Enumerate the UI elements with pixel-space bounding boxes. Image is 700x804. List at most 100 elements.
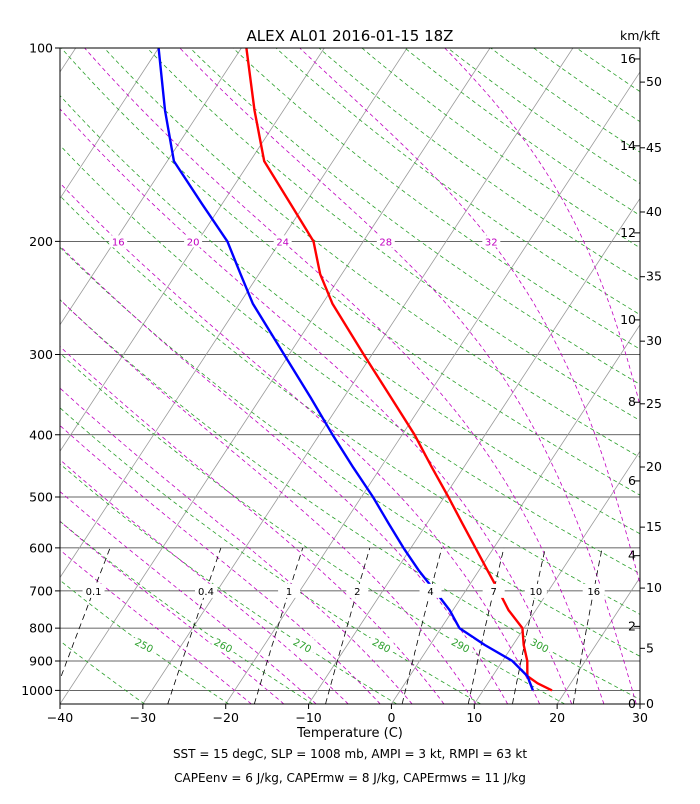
dry-adiabat-line — [146, 48, 640, 421]
x-tick-label: 30 — [632, 710, 648, 725]
sounding-layer — [157, 48, 553, 692]
kft-tick-label: 30 — [646, 333, 662, 348]
kft-tick-label: 40 — [646, 204, 662, 219]
right-axis-label: km/kft — [620, 28, 660, 43]
isotherm-line — [308, 197, 640, 704]
dry-adiabat-label-bg — [132, 638, 157, 653]
pressure-tick-label: 800 — [29, 621, 53, 636]
isotherm-line — [142, 48, 574, 704]
km-tick-label: 12 — [620, 225, 636, 240]
mixing-ratio-label-bg — [346, 583, 369, 598]
dry-adiabat-line — [275, 48, 640, 316]
dry-adiabat-line — [60, 703, 61, 704]
moist-adiabat-line — [299, 48, 640, 587]
dry-adiabat-line — [60, 407, 481, 704]
moist-adiabat-line — [60, 459, 349, 704]
km-tick-label: 4 — [628, 548, 636, 563]
dry-adiabat-line — [232, 48, 640, 350]
moist-adiabat-label-bg — [376, 235, 395, 248]
pressure-tick-label: 400 — [29, 427, 53, 442]
pressure-tick-label: 500 — [29, 490, 53, 505]
isotherm-line — [556, 576, 640, 704]
x-tick-label: −40 — [47, 710, 73, 725]
moist-adiabat-label-bg — [184, 235, 203, 248]
moist-adiabat-line — [60, 108, 573, 704]
mixing-ratio-label: 0.4 — [198, 587, 214, 598]
mixing-ratio-line — [467, 547, 505, 704]
km-tick-label: 2 — [628, 618, 636, 633]
mixing-ratio-label-bg — [82, 583, 105, 598]
kft-tick-label: 15 — [646, 519, 662, 534]
pressure-tick-label: 100 — [29, 41, 53, 56]
moist-adiabat-line — [179, 48, 637, 704]
dry-adiabat-line — [103, 48, 640, 458]
footer-line-1: SST = 15 degC, SLP = 1008 mb, AMPI = 3 k… — [173, 747, 527, 761]
dry-adiabat-label-bg — [290, 638, 315, 653]
mixing-ratio-label-bg — [482, 583, 505, 598]
x-tick-label: −30 — [130, 710, 156, 725]
mixing-ratio-line — [572, 547, 603, 704]
pressure-tick-label: 700 — [29, 583, 53, 598]
dry-adiabat-label-bg — [448, 638, 473, 653]
dry-adiabat-label-bg — [211, 638, 236, 653]
moist-adiabat-label: 20 — [187, 237, 200, 248]
moist-adiabat-label-bg — [273, 235, 292, 248]
isotherm-line — [60, 48, 491, 704]
footer-line-2: CAPEenv = 6 J/kg, CAPErmw = 8 J/kg, CAPE… — [174, 771, 526, 785]
mixing-ratio-label-bg — [419, 583, 442, 598]
dry-adiabat-line — [60, 48, 640, 496]
grid-layer — [60, 48, 640, 704]
dry-adiabat-line — [533, 48, 640, 123]
kft-tick-label: 0 — [646, 696, 654, 711]
x-tick-label: 0 — [387, 710, 395, 725]
kft-tick-label: 50 — [646, 74, 662, 89]
mixing-ratio-line — [253, 547, 304, 704]
km-tick-label: 8 — [628, 394, 636, 409]
mixing-ratio-line — [512, 547, 546, 704]
mixing-ratio-label: 4 — [427, 587, 433, 598]
dry-adiabat-line — [189, 48, 640, 385]
mixing-ratio-label: 7 — [490, 587, 496, 598]
plot-frame — [59, 47, 641, 705]
dewpoint-profile-line — [157, 48, 535, 691]
dry-adiabat-line — [60, 352, 565, 704]
mixing-ratio-line — [60, 547, 111, 681]
km-tick-label: 16 — [620, 51, 636, 66]
moist-adiabat-line — [60, 520, 285, 704]
isotherm-line — [60, 48, 408, 579]
kft-tick-label: 10 — [646, 580, 662, 595]
mixing-ratio-label: 1 — [286, 587, 292, 598]
moist-adiabat-label: 24 — [276, 237, 289, 248]
dry-adiabat-line — [576, 48, 640, 93]
dry-adiabat-line — [60, 144, 640, 575]
chart-title: ALEX AL01 2016-01-15 18Z — [247, 27, 454, 45]
dry-adiabat-line — [490, 48, 640, 153]
moist-adiabat-line — [60, 491, 317, 704]
km-tick-label: 14 — [620, 138, 636, 153]
moist-adiabat-line — [84, 48, 605, 704]
dry-adiabat-line — [60, 520, 313, 704]
moist-adiabat-line — [60, 182, 541, 704]
kft-tick-label: 35 — [646, 269, 662, 284]
km-tick-label: 10 — [620, 312, 636, 327]
pressure-tick-label: 600 — [29, 540, 53, 555]
moist-adiabat-label-bg — [109, 235, 128, 248]
km-tick-label: 6 — [628, 473, 636, 488]
mixing-ratio-label: 10 — [529, 587, 542, 598]
dry-adiabat-line — [361, 48, 640, 249]
pressure-tick-label: 200 — [29, 234, 53, 249]
dry-adiabat-label-bg — [369, 638, 394, 653]
moist-adiabat-line — [60, 245, 509, 704]
x-tick-label: −20 — [213, 710, 239, 725]
km-tick-label: 0 — [628, 696, 636, 711]
kft-tick-label: 20 — [646, 459, 662, 474]
moist-adiabat-label: 16 — [112, 237, 125, 248]
mixing-ratio-label: 16 — [587, 587, 600, 598]
mixing-ratio-label-bg — [278, 583, 301, 598]
moist-adiabat-line — [60, 345, 445, 704]
moist-adiabat-label: 28 — [379, 237, 392, 248]
kft-tick-label: 25 — [646, 396, 662, 411]
isotherm-line — [60, 48, 77, 73]
